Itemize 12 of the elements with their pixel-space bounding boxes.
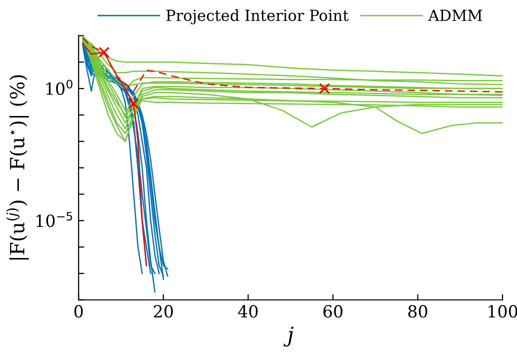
y-tick-label: 10$^{−5}$	[36, 212, 72, 228]
x-tick-label: 80	[408, 305, 428, 318]
legend-label: ADMM	[428, 10, 482, 21]
y-axis-title: |F(u$^{(j)}$) − F(u$^{⋆}$)| (%)	[6, 75, 29, 260]
x-axis-title: j	[284, 326, 294, 347]
x-tick-label: 100	[488, 305, 517, 318]
x-tick-label: 60	[323, 305, 342, 318]
legend-label: Projected Interior Point	[166, 9, 349, 24]
x-tick-label: 20	[154, 305, 173, 318]
y-tick-label: 10$^{0}$	[46, 80, 72, 95]
x-tick-label: 40	[238, 305, 258, 318]
x-tick-label: 0	[74, 305, 83, 318]
